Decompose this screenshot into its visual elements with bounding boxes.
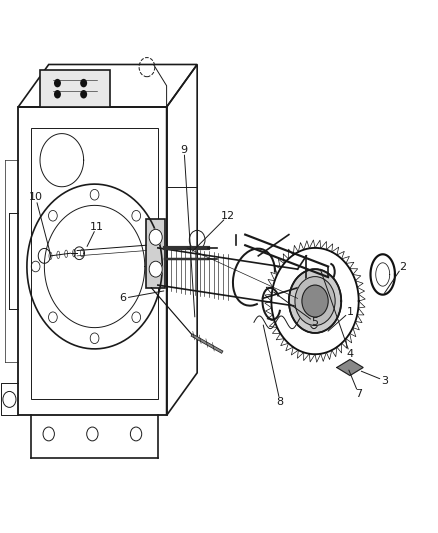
Text: 3: 3 [381,376,389,386]
Polygon shape [337,360,363,375]
Circle shape [54,79,61,87]
Text: 1: 1 [346,306,353,317]
Text: 12: 12 [221,211,235,221]
Text: 7: 7 [355,389,362,399]
Text: 5: 5 [311,317,318,327]
Text: 8: 8 [276,397,284,407]
Circle shape [289,269,341,333]
Text: 2: 2 [399,262,406,271]
Circle shape [302,285,328,317]
Circle shape [54,90,61,99]
Polygon shape [146,219,165,288]
Text: 4: 4 [346,349,353,359]
Text: 6: 6 [120,293,127,303]
Text: 11: 11 [90,222,104,232]
Circle shape [149,261,162,277]
Polygon shape [40,70,110,107]
Circle shape [149,229,162,245]
Circle shape [80,90,87,99]
Circle shape [295,277,335,326]
Text: 9: 9 [180,144,187,155]
Circle shape [80,79,87,87]
Text: 10: 10 [28,192,42,203]
